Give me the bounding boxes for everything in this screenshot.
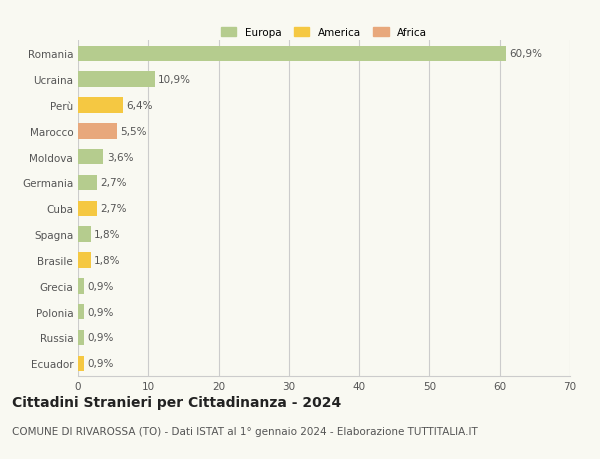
Bar bbox=[78, 150, 103, 165]
Text: COMUNE DI RIVAROSSA (TO) - Dati ISTAT al 1° gennaio 2024 - Elaborazione TUTTITAL: COMUNE DI RIVAROSSA (TO) - Dati ISTAT al… bbox=[12, 426, 478, 436]
Bar bbox=[78, 46, 506, 62]
Text: 60,9%: 60,9% bbox=[509, 49, 542, 59]
Text: 6,4%: 6,4% bbox=[127, 101, 153, 111]
Text: Cittadini Stranieri per Cittadinanza - 2024: Cittadini Stranieri per Cittadinanza - 2… bbox=[12, 395, 341, 409]
Bar bbox=[78, 72, 155, 88]
Bar bbox=[78, 124, 116, 139]
Text: 0,9%: 0,9% bbox=[88, 281, 114, 291]
Bar bbox=[78, 279, 85, 294]
Text: 0,9%: 0,9% bbox=[88, 358, 114, 369]
Text: 1,8%: 1,8% bbox=[94, 230, 121, 240]
Text: 2,7%: 2,7% bbox=[100, 204, 127, 214]
Text: 2,7%: 2,7% bbox=[100, 178, 127, 188]
Bar bbox=[78, 175, 97, 191]
Bar bbox=[78, 98, 123, 113]
Bar bbox=[78, 227, 91, 242]
Bar bbox=[78, 304, 85, 319]
Text: 10,9%: 10,9% bbox=[158, 75, 191, 85]
Text: 5,5%: 5,5% bbox=[120, 127, 146, 136]
Bar bbox=[78, 330, 85, 346]
Bar bbox=[78, 252, 91, 268]
Bar bbox=[78, 201, 97, 217]
Legend: Europa, America, Africa: Europa, America, Africa bbox=[218, 25, 430, 41]
Bar bbox=[78, 356, 85, 371]
Text: 0,9%: 0,9% bbox=[88, 333, 114, 343]
Text: 1,8%: 1,8% bbox=[94, 255, 121, 265]
Text: 0,9%: 0,9% bbox=[88, 307, 114, 317]
Text: 3,6%: 3,6% bbox=[107, 152, 133, 162]
